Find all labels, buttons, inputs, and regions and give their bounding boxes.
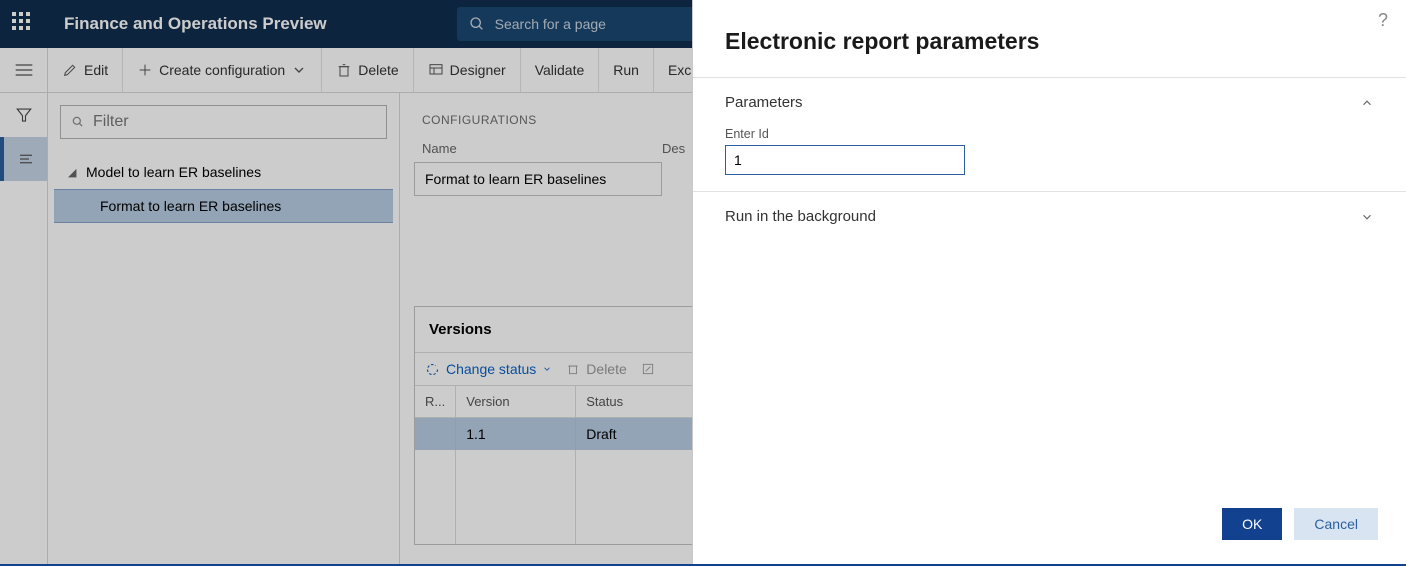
side-rail	[0, 93, 48, 564]
enter-id-label: Enter Id	[725, 127, 1374, 141]
edit-button[interactable]: Edit	[48, 48, 123, 92]
app-launcher-icon[interactable]	[12, 12, 36, 36]
name-column-label: Name	[414, 141, 662, 156]
config-name-field[interactable]: Format to learn ER baselines	[414, 162, 662, 196]
background-group-header[interactable]: Run in the background	[725, 208, 1374, 225]
brand-title: Finance and Operations Preview	[64, 14, 327, 34]
exchange-label: Exc	[668, 62, 691, 78]
designer-icon	[428, 62, 444, 78]
filter-rail-button[interactable]	[0, 93, 47, 137]
chevron-down-icon	[291, 62, 307, 78]
tree-root-label: Model to learn ER baselines	[86, 164, 261, 180]
trash-icon	[566, 362, 580, 376]
change-status-label: Change status	[446, 361, 536, 377]
tree-pane: Filter ◢ Model to learn ER baselines For…	[48, 93, 400, 564]
enter-id-row: Enter Id	[725, 127, 1374, 175]
search-placeholder: Search for a page	[495, 16, 606, 32]
chevron-down-icon	[1360, 210, 1374, 224]
enter-id-input[interactable]	[725, 145, 965, 175]
col-version[interactable]: Version	[456, 386, 576, 418]
change-status-button[interactable]: Change status	[425, 361, 552, 377]
chevron-down-icon	[542, 364, 552, 374]
description-column-label: Des	[662, 141, 685, 156]
lines-icon	[17, 150, 35, 168]
designer-label: Designer	[450, 62, 506, 78]
cell-r	[415, 418, 456, 451]
run-label: Run	[613, 62, 639, 78]
panel-footer: OK Cancel	[693, 490, 1406, 564]
col-r[interactable]: R...	[415, 386, 456, 418]
delete-label: Delete	[358, 62, 398, 78]
tree-node-child[interactable]: Format to learn ER baselines	[54, 189, 393, 223]
edit-label: Edit	[84, 62, 108, 78]
search-icon	[469, 16, 485, 32]
create-config-label: Create configuration	[159, 62, 285, 78]
parameters-group-label: Parameters	[725, 94, 803, 111]
refresh-icon	[425, 362, 440, 377]
cancel-button[interactable]: Cancel	[1294, 508, 1378, 540]
lines-rail-button[interactable]	[0, 137, 47, 181]
tree-child-label: Format to learn ER baselines	[100, 198, 281, 214]
version-edit-button[interactable]	[641, 362, 655, 376]
validate-label: Validate	[535, 62, 585, 78]
nav-toggle-button[interactable]	[0, 48, 48, 92]
parameters-group-header[interactable]: Parameters	[725, 94, 1374, 111]
ok-button[interactable]: OK	[1222, 508, 1282, 540]
parameters-panel: ? Electronic report parameters Parameter…	[692, 0, 1406, 564]
caret-down-icon: ◢	[68, 166, 78, 179]
run-button[interactable]: Run	[599, 48, 654, 92]
filter-search-icon	[71, 115, 85, 129]
help-icon[interactable]: ?	[1378, 10, 1388, 31]
background-group-label: Run in the background	[725, 208, 876, 225]
create-configuration-button[interactable]: Create configuration	[123, 48, 322, 92]
filter-placeholder: Filter	[93, 113, 129, 131]
validate-button[interactable]: Validate	[521, 48, 600, 92]
delete-button[interactable]: Delete	[322, 48, 413, 92]
chevron-up-icon	[1360, 96, 1374, 110]
trash-icon	[336, 62, 352, 78]
version-delete-button[interactable]: Delete	[566, 361, 626, 377]
designer-button[interactable]: Designer	[414, 48, 521, 92]
panel-title: Electronic report parameters	[693, 0, 1406, 77]
pencil-icon	[62, 62, 78, 78]
tree-node-root[interactable]: ◢ Model to learn ER baselines	[54, 155, 393, 189]
tree-filter-input[interactable]: Filter	[60, 105, 387, 139]
version-delete-label: Delete	[586, 361, 626, 377]
parameters-group: Parameters Enter Id	[693, 77, 1406, 191]
background-group: Run in the background	[693, 191, 1406, 241]
edit-box-icon	[641, 362, 655, 376]
plus-icon	[137, 62, 153, 78]
cell-version: 1.1	[456, 418, 576, 451]
funnel-icon	[15, 106, 33, 124]
